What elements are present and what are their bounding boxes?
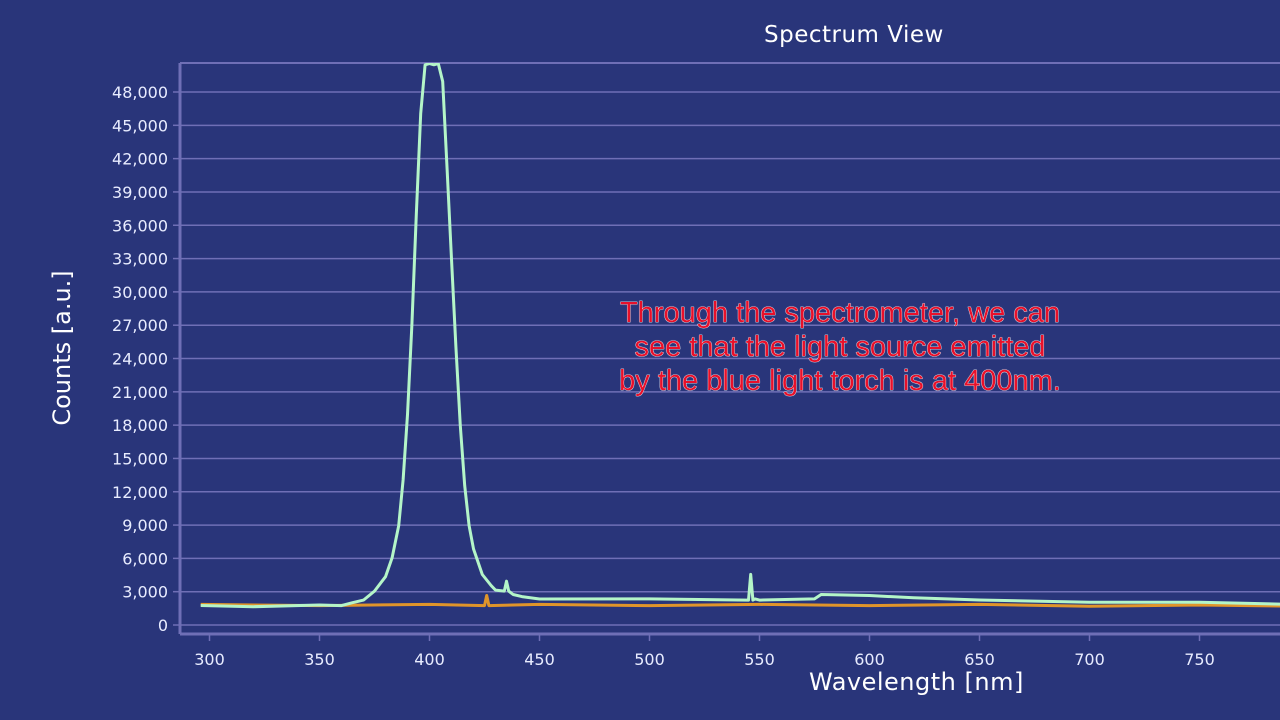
annotation-line-3: by the blue light torch is at 400nm. (619, 365, 1061, 398)
x-axis-label: Wavelength [nm] (809, 668, 1024, 696)
y-tick-label: 24,000 (112, 350, 168, 369)
y-axis-ticks: 0 3,000 6,000 9,000 12,000 15,000 18,000 21,000… (112, 83, 180, 635)
y-tick-label: 12,000 (112, 483, 168, 502)
y-tick-label: 18,000 (112, 416, 168, 435)
x-tick-label: 300 (194, 650, 225, 669)
y-tick-label: 36,000 (112, 216, 168, 235)
x-tick-label: 550 (744, 650, 775, 669)
y-tick-label: 3,000 (122, 583, 168, 602)
x-tick-label: 700 (1074, 650, 1105, 669)
y-tick-label: 6,000 (122, 549, 168, 568)
x-axis-ticks: 300 350 400 450 500 550 600 650 700 750 (194, 634, 1215, 669)
signal-line (200, 63, 1280, 609)
y-tick-label: 15,000 (112, 449, 168, 468)
annotation-line-1: Through the spectrometer, we can (619, 297, 1061, 330)
y-tick-label: 9,000 (122, 516, 168, 535)
y-tick-label: 21,000 (112, 383, 168, 402)
y-tick-label: 42,000 (112, 150, 168, 169)
y-tick-label: 48,000 (112, 83, 168, 102)
grid-lines (180, 62, 1280, 626)
x-tick-label: 600 (854, 650, 885, 669)
annotation-text: Through the spectrometer, we can see tha… (560, 296, 1120, 398)
x-tick-label: 750 (1184, 650, 1215, 669)
y-tick-label: 33,000 (112, 250, 168, 269)
chart-title: Spectrum View (764, 22, 944, 48)
x-tick-label: 450 (524, 650, 555, 669)
y-tick-label: 45,000 (112, 116, 168, 135)
y-tick-label: 0 (158, 616, 168, 635)
y-tick-label: 30,000 (112, 283, 168, 302)
x-tick-label: 650 (964, 650, 995, 669)
x-tick-label: 500 (634, 650, 665, 669)
y-tick-label: 27,000 (112, 316, 168, 335)
y-tick-label: 39,000 (112, 183, 168, 202)
data-series (200, 63, 1280, 609)
annotation-line-2: see that the light source emitted (634, 331, 1046, 364)
baseline-line (200, 594, 1280, 608)
x-tick-label: 400 (414, 650, 445, 669)
x-tick-label: 350 (304, 650, 335, 669)
